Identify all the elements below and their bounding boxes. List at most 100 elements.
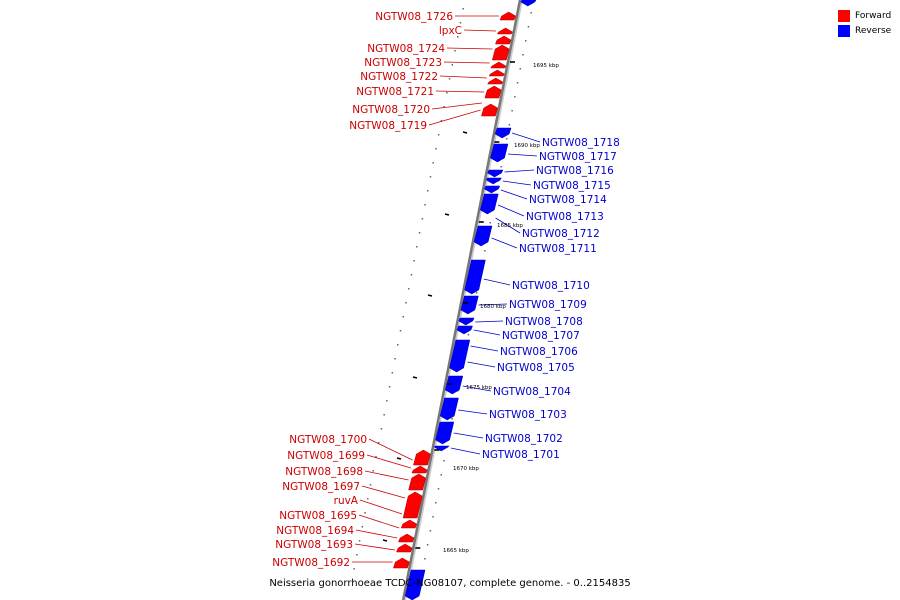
reverse-gene-label: NGTW08_1712 — [522, 228, 600, 240]
forward-gene — [400, 519, 418, 529]
forward-gene — [484, 85, 502, 99]
forward-gene-label: lpxC — [439, 25, 462, 37]
guide-dot — [364, 512, 366, 514]
forward-gene-leader — [359, 499, 403, 515]
forward-gene-label: NGTW08_1722 — [360, 71, 438, 83]
forward-gene — [490, 61, 507, 69]
forward-gene-label: NGTW08_1719 — [349, 120, 427, 132]
forward-gene — [396, 543, 413, 553]
guide-dot — [435, 148, 437, 150]
legend-label-forward: Forward — [855, 10, 892, 21]
scale-tick — [412, 376, 418, 379]
guide-dot — [530, 12, 532, 14]
forward-gene-leader — [446, 47, 493, 50]
guide-dot — [358, 540, 361, 542]
reverse-gene — [404, 569, 426, 600]
guide-dot — [446, 92, 448, 94]
forward-gene — [499, 11, 516, 21]
guide-dot — [427, 190, 429, 192]
forward-gene-label: NGTW08_1720 — [352, 104, 430, 116]
reverse-gene-label: NGTW08_1706 — [500, 346, 578, 358]
guide-dot — [356, 554, 358, 556]
forward-gene-leader — [364, 470, 409, 481]
guide-dot — [448, 78, 451, 80]
guide-dot — [424, 204, 426, 206]
guide-dot — [475, 292, 478, 294]
reverse-gene — [458, 317, 475, 326]
forward-gene-leader — [431, 102, 482, 110]
guide-dot — [527, 26, 530, 28]
reverse-gene — [449, 339, 471, 373]
forward-gene-leader — [443, 61, 490, 64]
guide-dot — [440, 120, 443, 122]
scale-tick — [427, 294, 433, 297]
reverse-gene-leader — [502, 180, 532, 186]
forward-gene-leader — [368, 438, 413, 461]
forward-gene — [487, 77, 504, 85]
reverse-gene-leader — [511, 132, 541, 143]
reverse-swatch — [838, 24, 850, 37]
reverse-gene — [490, 143, 509, 163]
scale-label: 1670 kbp — [453, 466, 479, 472]
guide-dot — [508, 124, 511, 126]
reverse-gene — [484, 185, 501, 194]
forward-gene-label: NGTW08_1726 — [375, 11, 453, 23]
legend-item-forward: Forward — [838, 8, 891, 23]
reverse-gene — [439, 397, 459, 421]
reverse-gene-label: NGTW08_1710 — [512, 280, 590, 292]
reverse-gene-label: NGTW08_1713 — [526, 211, 604, 223]
reverse-gene — [473, 225, 493, 247]
scale-label: 1675 kbp — [466, 385, 492, 391]
guide-dot — [377, 442, 380, 444]
forward-gene-leader — [355, 529, 398, 539]
guide-dot — [402, 316, 404, 318]
forward-gene — [408, 473, 427, 491]
forward-gene-label: NGTW08_1694 — [276, 525, 354, 537]
forward-gene-label: NGTW08_1724 — [367, 43, 445, 55]
guide-dot — [369, 484, 372, 486]
forward-gene-label: ruvA — [334, 495, 359, 507]
forward-gene-leader — [361, 485, 406, 499]
reverse-gene — [460, 295, 479, 315]
forward-gene-label: NGTW08_1697 — [282, 481, 360, 493]
guide-dot — [380, 428, 383, 430]
guide-dot — [399, 330, 402, 332]
reverse-gene-leader — [504, 169, 535, 173]
reverse-gene — [480, 193, 499, 215]
forward-gene-leader — [435, 90, 485, 93]
reverse-gene-label: NGTW08_1715 — [533, 180, 611, 192]
guide-dot — [397, 344, 399, 346]
reverse-gene — [433, 445, 450, 452]
guide-dot — [435, 502, 437, 504]
guide-dot — [367, 498, 369, 500]
reverse-gene-leader — [470, 345, 499, 352]
gene-layer — [393, 0, 537, 600]
forward-gene-label: NGTW08_1698 — [285, 466, 363, 478]
guide-dot — [440, 474, 442, 476]
guide-dot — [459, 22, 462, 24]
scale-label: 1690 kbp — [514, 143, 540, 149]
forward-gene — [413, 449, 431, 466]
reverse-gene-label: NGTW08_1717 — [539, 151, 617, 163]
forward-gene-label: NGTW08_1692 — [272, 557, 350, 569]
guide-dot — [462, 8, 464, 10]
reverse-gene-leader — [478, 303, 508, 306]
guide-dot — [391, 372, 394, 374]
forward-gene-label: NGTW08_1700 — [289, 434, 367, 446]
guide-dot — [426, 544, 429, 546]
forward-gene-label: NGTW08_1699 — [287, 450, 365, 462]
reverse-gene — [494, 127, 512, 139]
label-layer: NGTW08_1726 lpxC NGTW08_1724 NGTW08_1723 NGT… — [272, 11, 620, 569]
forward-swatch — [838, 9, 850, 22]
scale-tick — [462, 131, 468, 134]
reverse-gene-leader — [458, 409, 488, 415]
reverse-gene-label: NGTW08_1701 — [482, 449, 560, 461]
guide-dot — [418, 232, 421, 234]
forward-gene — [488, 69, 505, 77]
guide-dot — [424, 558, 426, 560]
guide-dot — [416, 246, 418, 248]
guide-dot — [454, 50, 456, 52]
guide-dot — [353, 568, 355, 570]
forward-gene-leader — [428, 109, 481, 126]
